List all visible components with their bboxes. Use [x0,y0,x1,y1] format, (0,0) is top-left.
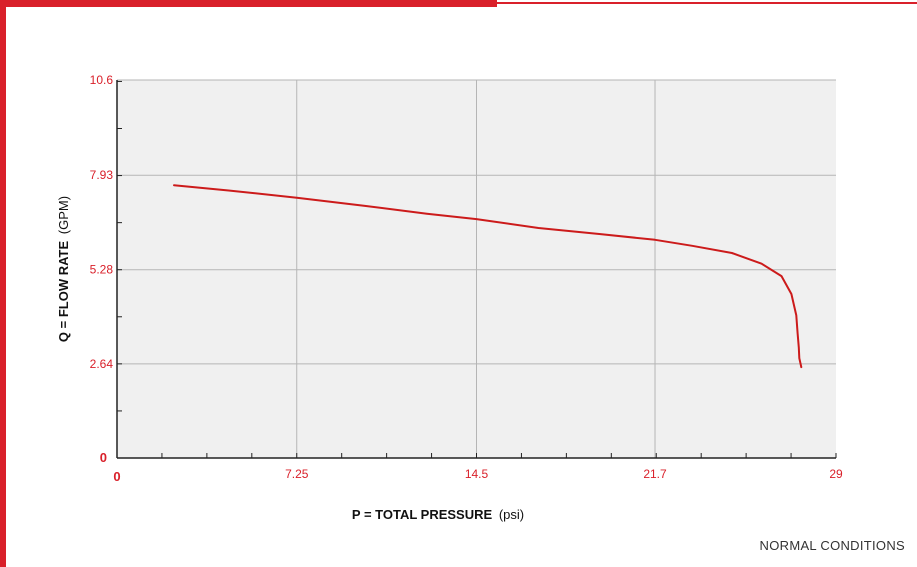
top-accent-bar [0,0,497,7]
x-tick-label-0: 0 [113,469,120,484]
left-accent-border [0,0,6,567]
y-tick-label-3: 7.93 [90,168,114,182]
series-line [173,184,803,369]
y-axis-label-unit: (GPM) [56,196,71,234]
y-tick-label-2: 5.28 [90,263,114,277]
x-tick-label-1: 7.25 [285,467,309,481]
x-axis-label: P = TOTAL PRESSURE (psi) [352,507,524,522]
y-tick-label-0: 0 [100,450,107,465]
y-tick-label-4: 10.6 [90,73,114,87]
y-axis-label: Q = FLOW RATE (GPM) [56,196,71,342]
x-axis-label-unit: (psi) [499,507,524,522]
y-tick-labels: 0 2.64 5.28 7.93 10.6 [90,73,114,465]
x-axis-label-bold: P = TOTAL PRESSURE [352,507,493,522]
top-accent-line [497,2,917,4]
x-tick-label-2: 14.5 [465,467,489,481]
x-tick-labels: 0 7.25 14.5 21.7 29 [113,467,843,484]
y-tick-label-1: 2.64 [90,357,114,371]
x-tick-label-3: 21.7 [643,467,667,481]
x-tick-label-4: 29 [829,467,843,481]
y-axis-label-bold: Q = FLOW RATE [56,241,71,343]
grid-lines [117,79,836,458]
conditions-label: NORMAL CONDITIONS [759,538,905,553]
